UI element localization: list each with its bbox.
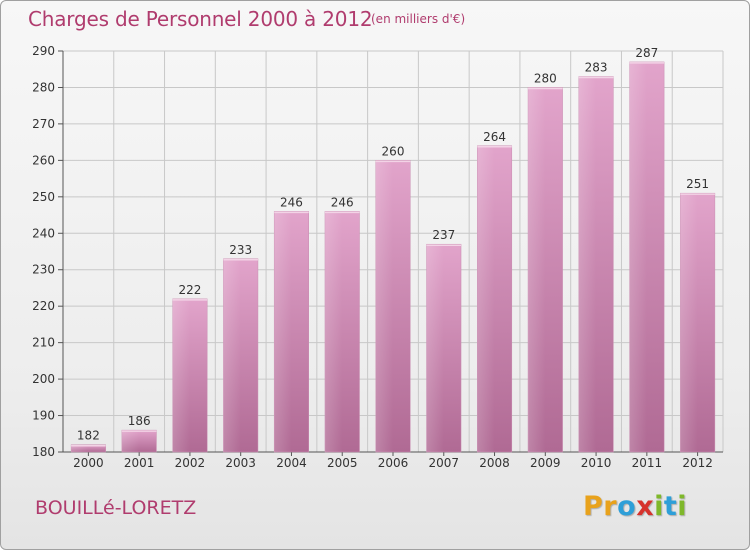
- y-tick-label: 260: [32, 153, 55, 167]
- data-label: 222: [178, 283, 201, 297]
- data-label: 186: [128, 414, 151, 428]
- y-tick-label: 290: [32, 44, 55, 58]
- data-label: 287: [635, 46, 658, 60]
- x-tick-label: 2007: [428, 456, 459, 470]
- data-label: 264: [483, 130, 506, 144]
- data-label: 251: [686, 177, 709, 191]
- y-tick-label: 210: [32, 336, 55, 350]
- x-tick-label: 2010: [581, 456, 612, 470]
- data-label: 246: [331, 195, 354, 209]
- data-label: 283: [585, 61, 608, 75]
- y-tick-label: 240: [32, 226, 55, 240]
- logo-letter: t: [663, 491, 678, 522]
- y-tick-label: 180: [32, 445, 55, 459]
- data-label: 260: [382, 144, 405, 158]
- bar-highlight: [477, 145, 495, 453]
- data-label: 237: [432, 228, 455, 242]
- bar-highlight: [629, 61, 647, 452]
- data-label: 233: [229, 243, 252, 257]
- data-label: 280: [534, 71, 557, 85]
- bar-highlight: [528, 87, 546, 453]
- y-tick-label: 220: [32, 299, 55, 313]
- y-tick-label: 190: [32, 409, 55, 423]
- y-tick-label: 230: [32, 263, 55, 277]
- x-tick-label: 2005: [327, 456, 358, 470]
- x-tick-label: 2006: [378, 456, 409, 470]
- bar-highlight: [680, 193, 698, 452]
- bar-highlight: [71, 444, 89, 452]
- logo-letter: i: [654, 491, 664, 522]
- bar-highlight: [426, 244, 444, 452]
- x-tick-label: 2008: [479, 456, 510, 470]
- logo-letter: o: [617, 491, 637, 522]
- location-name: BOUILLé-LORETZ: [35, 497, 197, 519]
- data-label: 182: [77, 429, 100, 443]
- logo-letter: x: [636, 491, 655, 522]
- bar-highlight: [121, 430, 140, 452]
- bar-highlight: [274, 211, 292, 452]
- x-tick-label: 2003: [225, 456, 256, 470]
- x-tick-label: 2001: [124, 456, 155, 470]
- x-tick-label: 2011: [632, 456, 663, 470]
- x-tick-label: 2002: [175, 456, 206, 470]
- y-tick-label: 250: [32, 190, 55, 204]
- data-labels: 182 186 222 233 246 246 260 237 264 280 283 287 251: [77, 46, 709, 443]
- proxiti-logo: Proxiti: [583, 491, 687, 522]
- logo-letter: P: [583, 491, 604, 522]
- chart-title: Charges de Personnel 2000 à 2012: [28, 7, 373, 31]
- x-tick-label: 2000: [73, 456, 104, 470]
- logo-letter: r: [603, 491, 618, 522]
- logo-letter: i: [677, 491, 688, 522]
- bar-highlight: [223, 258, 241, 452]
- bar-highlight: [172, 298, 190, 452]
- y-tick-label: 200: [32, 372, 55, 386]
- x-tick-label: 2012: [682, 456, 713, 470]
- bars: [70, 61, 716, 453]
- x-tick-label: 2004: [276, 456, 307, 470]
- y-tick-label: 280: [32, 80, 55, 94]
- bar-highlight: [375, 160, 393, 452]
- bar-highlight: [578, 76, 597, 452]
- chart-subtitle: (en milliers d'€): [371, 12, 466, 26]
- x-tick-label: 2009: [530, 456, 561, 470]
- bar-highlight: [324, 211, 343, 452]
- y-tick-label: 270: [32, 117, 55, 131]
- data-label: 246: [280, 195, 303, 209]
